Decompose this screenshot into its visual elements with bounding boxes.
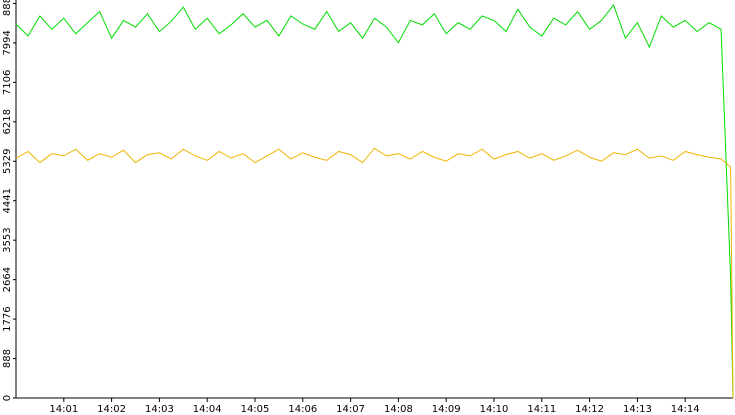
- y-tick-label: 6218: [2, 109, 13, 134]
- y-tick-label: 2664: [2, 267, 13, 292]
- y-tick-label: 5329: [2, 149, 13, 174]
- data-line: [15, 3, 734, 399]
- x-tick-label: 14:05: [241, 404, 270, 415]
- data-line: [15, 147, 734, 399]
- x-tick-label: 14:13: [623, 404, 652, 415]
- x-tick-label: 14:10: [480, 404, 509, 415]
- x-tick-label: 14:11: [527, 404, 556, 415]
- x-tick-label: 14:06: [288, 404, 317, 415]
- y-tick-label: 0: [2, 395, 13, 401]
- x-tick-label: 14:02: [97, 404, 126, 415]
- x-tick-label: 14:03: [145, 404, 174, 415]
- x-tick-label: 14:08: [384, 404, 413, 415]
- y-tick-label: 7106: [2, 70, 13, 95]
- x-tick-label: 14:09: [432, 404, 461, 415]
- x-tick-label: 14:07: [336, 404, 365, 415]
- y-tick-label: 888: [2, 349, 13, 368]
- y-tick-label: 3553: [2, 227, 13, 252]
- y-tick-label: 1776: [2, 306, 13, 331]
- x-tick-label: 14:04: [193, 404, 222, 415]
- y-tick-label: 4441: [2, 188, 13, 213]
- y-tick-label: 7994: [2, 30, 13, 55]
- x-tick-label: 14:12: [575, 404, 604, 415]
- y-tick-label: 8883: [2, 0, 13, 16]
- x-tick-label: 14:01: [49, 404, 78, 415]
- x-tick-label: 14:14: [671, 404, 700, 415]
